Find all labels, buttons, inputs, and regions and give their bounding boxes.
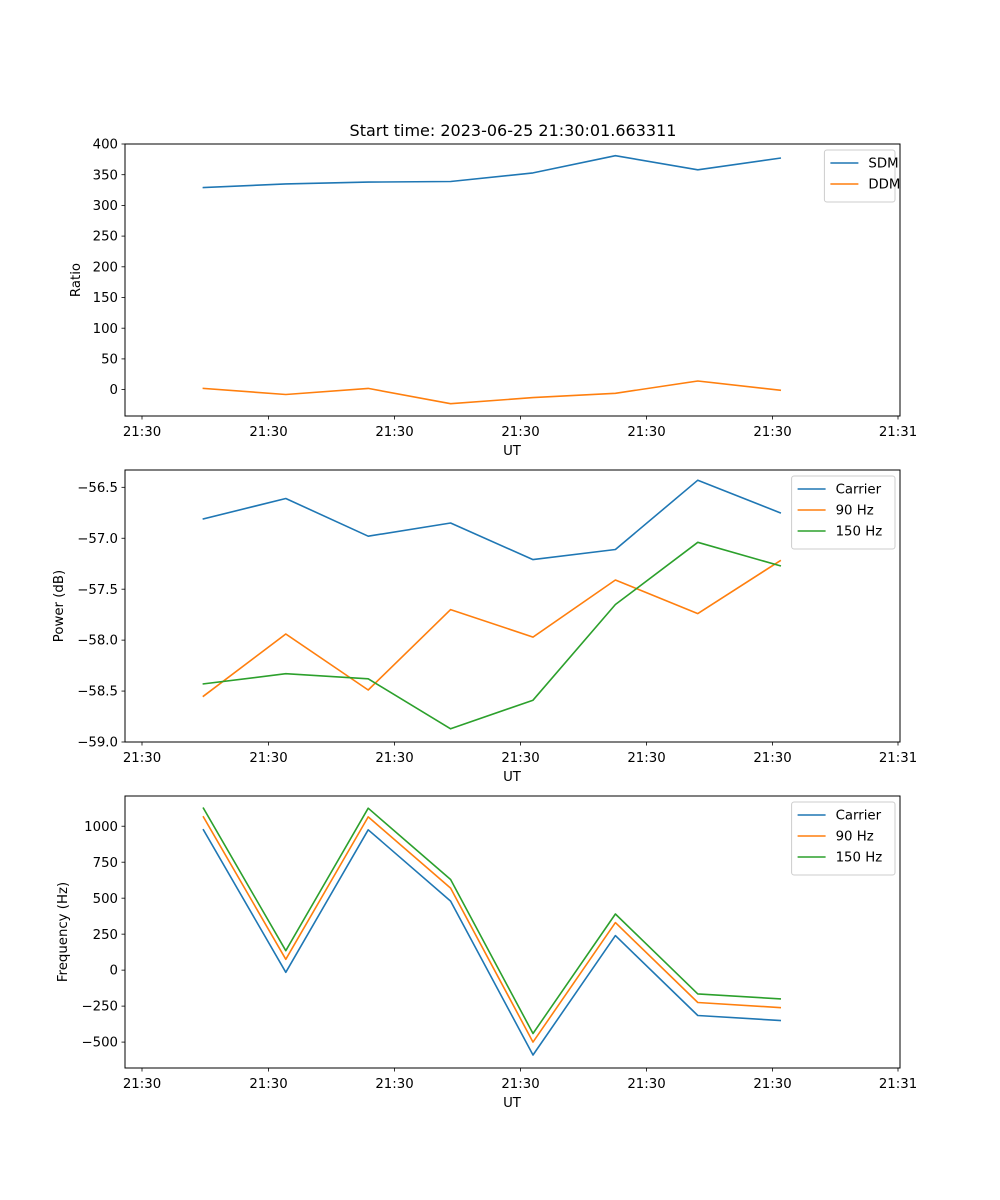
ratio-ytick-label: 200	[93, 260, 118, 275]
power-ytick-label: −58.0	[77, 634, 118, 649]
power-legend-label-150-hz: 150 Hz	[836, 525, 883, 540]
ratio-panel: 0 50 100 150 200 250 300 350 400 21:30 21:30 21:30 2…	[69, 138, 917, 459]
frequency-ytick-label: 1000	[84, 820, 118, 835]
ratio-legend-label-sdm: SDM	[868, 157, 898, 172]
ratio-ytick-label: 300	[93, 199, 118, 214]
ratio-ytick-label: 250	[93, 230, 118, 245]
frequency-xtick-label: 21:30	[249, 1077, 287, 1092]
ratio-ytick-label: 350	[93, 168, 118, 183]
frequency-ytick-label: −500	[81, 1036, 118, 1051]
frequency-panel: −500 −250 0 250 500 750 1000 21:30 21:30 21:30 21:…	[56, 795, 917, 1111]
power-plot-frame	[124, 469, 901, 743]
frequency-ytick-label: 500	[93, 892, 118, 907]
ratio-legend: SDM DDM	[823, 149, 900, 203]
frequency-legend: Carrier 90 Hz 150 Hz	[791, 801, 896, 876]
power-ytick-label: −57.0	[77, 532, 118, 547]
power-y-axis-label: Power (dB)	[52, 570, 67, 642]
frequency-ytick-label: 750	[93, 856, 118, 871]
power-xtick-label: 21:30	[753, 751, 791, 766]
power-series-150-hz-line	[202, 541, 782, 730]
power-xtick-label: 21:30	[627, 751, 665, 766]
ratio-x-axis-label: UT	[503, 444, 522, 459]
power-x-axis-label: UT	[503, 770, 522, 785]
frequency-ytick-label: 0	[110, 964, 118, 979]
ratio-series-sdm-line	[202, 154, 782, 189]
power-xtick-label: 21:30	[375, 751, 413, 766]
frequency-series-90-hz-line	[202, 815, 782, 1043]
power-xtick-label: 21:30	[123, 751, 161, 766]
frequency-legend-label-90-hz: 90 Hz	[836, 830, 874, 845]
ratio-ytick-label: 150	[93, 291, 118, 306]
power-ytick-label: −57.5	[77, 583, 118, 598]
ratio-xtick-label: 21:30	[501, 425, 539, 440]
frequency-plot-frame	[124, 795, 901, 1069]
power-ytick-label: −59.0	[77, 736, 118, 751]
ratio-ytick-label: 0	[110, 383, 118, 398]
ratio-xtick-label: 21:30	[123, 425, 161, 440]
ratio-series-ddm-line	[202, 380, 782, 405]
power-legend: Carrier 90 Hz 150 Hz	[791, 475, 896, 550]
frequency-xtick-label: 21:30	[753, 1077, 791, 1092]
frequency-xtick-label: 21:30	[375, 1077, 413, 1092]
frequency-xtick-label: 21:30	[501, 1077, 539, 1092]
power-xtick-label: 21:30	[249, 751, 287, 766]
ratio-ytick-label: 100	[93, 322, 118, 337]
ratio-y-axis-label: Ratio	[69, 263, 84, 297]
ratio-xtick-label: 21:30	[249, 425, 287, 440]
ratio-plot-frame	[124, 143, 901, 417]
frequency-ytick-label: −250	[81, 1000, 118, 1015]
power-panel: −59.0 −58.5 −58.0 −57.5 −57.0 −56.5 21:30 21:30…	[52, 469, 917, 785]
ratio-xtick-label: 21:30	[753, 425, 791, 440]
ratio-ytick-label: 400	[93, 138, 118, 153]
figure-title: Start time: 2023-06-25 21:30:01.663311	[350, 121, 677, 140]
power-xtick-label-end: 21:31	[879, 751, 917, 766]
ratio-xtick-label-end: 21:31	[879, 425, 917, 440]
power-xtick-label: 21:30	[501, 751, 539, 766]
ratio-legend-label-ddm: DDM	[868, 178, 900, 193]
frequency-x-axis-label: UT	[503, 1096, 522, 1111]
frequency-y-axis-label: Frequency (Hz)	[56, 882, 71, 982]
frequency-xtick-label: 21:30	[627, 1077, 665, 1092]
power-ytick-label: −56.5	[77, 481, 118, 496]
frequency-legend-label-150-hz: 150 Hz	[836, 851, 883, 866]
frequency-xtick-label: 21:30	[123, 1077, 161, 1092]
power-legend-label-90-hz: 90 Hz	[836, 504, 874, 519]
frequency-xtick-label-end: 21:31	[879, 1077, 917, 1092]
power-series-90-hz-line	[202, 559, 782, 698]
power-ytick-label: −58.5	[77, 685, 118, 700]
power-series-carrier-line	[202, 479, 782, 561]
frequency-legend-label-carrier: Carrier	[836, 809, 882, 824]
frequency-ytick-label: 250	[93, 928, 118, 943]
frequency-series-150-hz-line	[202, 807, 782, 1035]
frequency-series-carrier-line	[202, 828, 782, 1056]
ratio-ytick-label: 50	[101, 352, 118, 367]
ratio-xtick-label: 21:30	[375, 425, 413, 440]
ratio-xtick-label: 21:30	[627, 425, 665, 440]
power-legend-label-carrier: Carrier	[836, 483, 882, 498]
